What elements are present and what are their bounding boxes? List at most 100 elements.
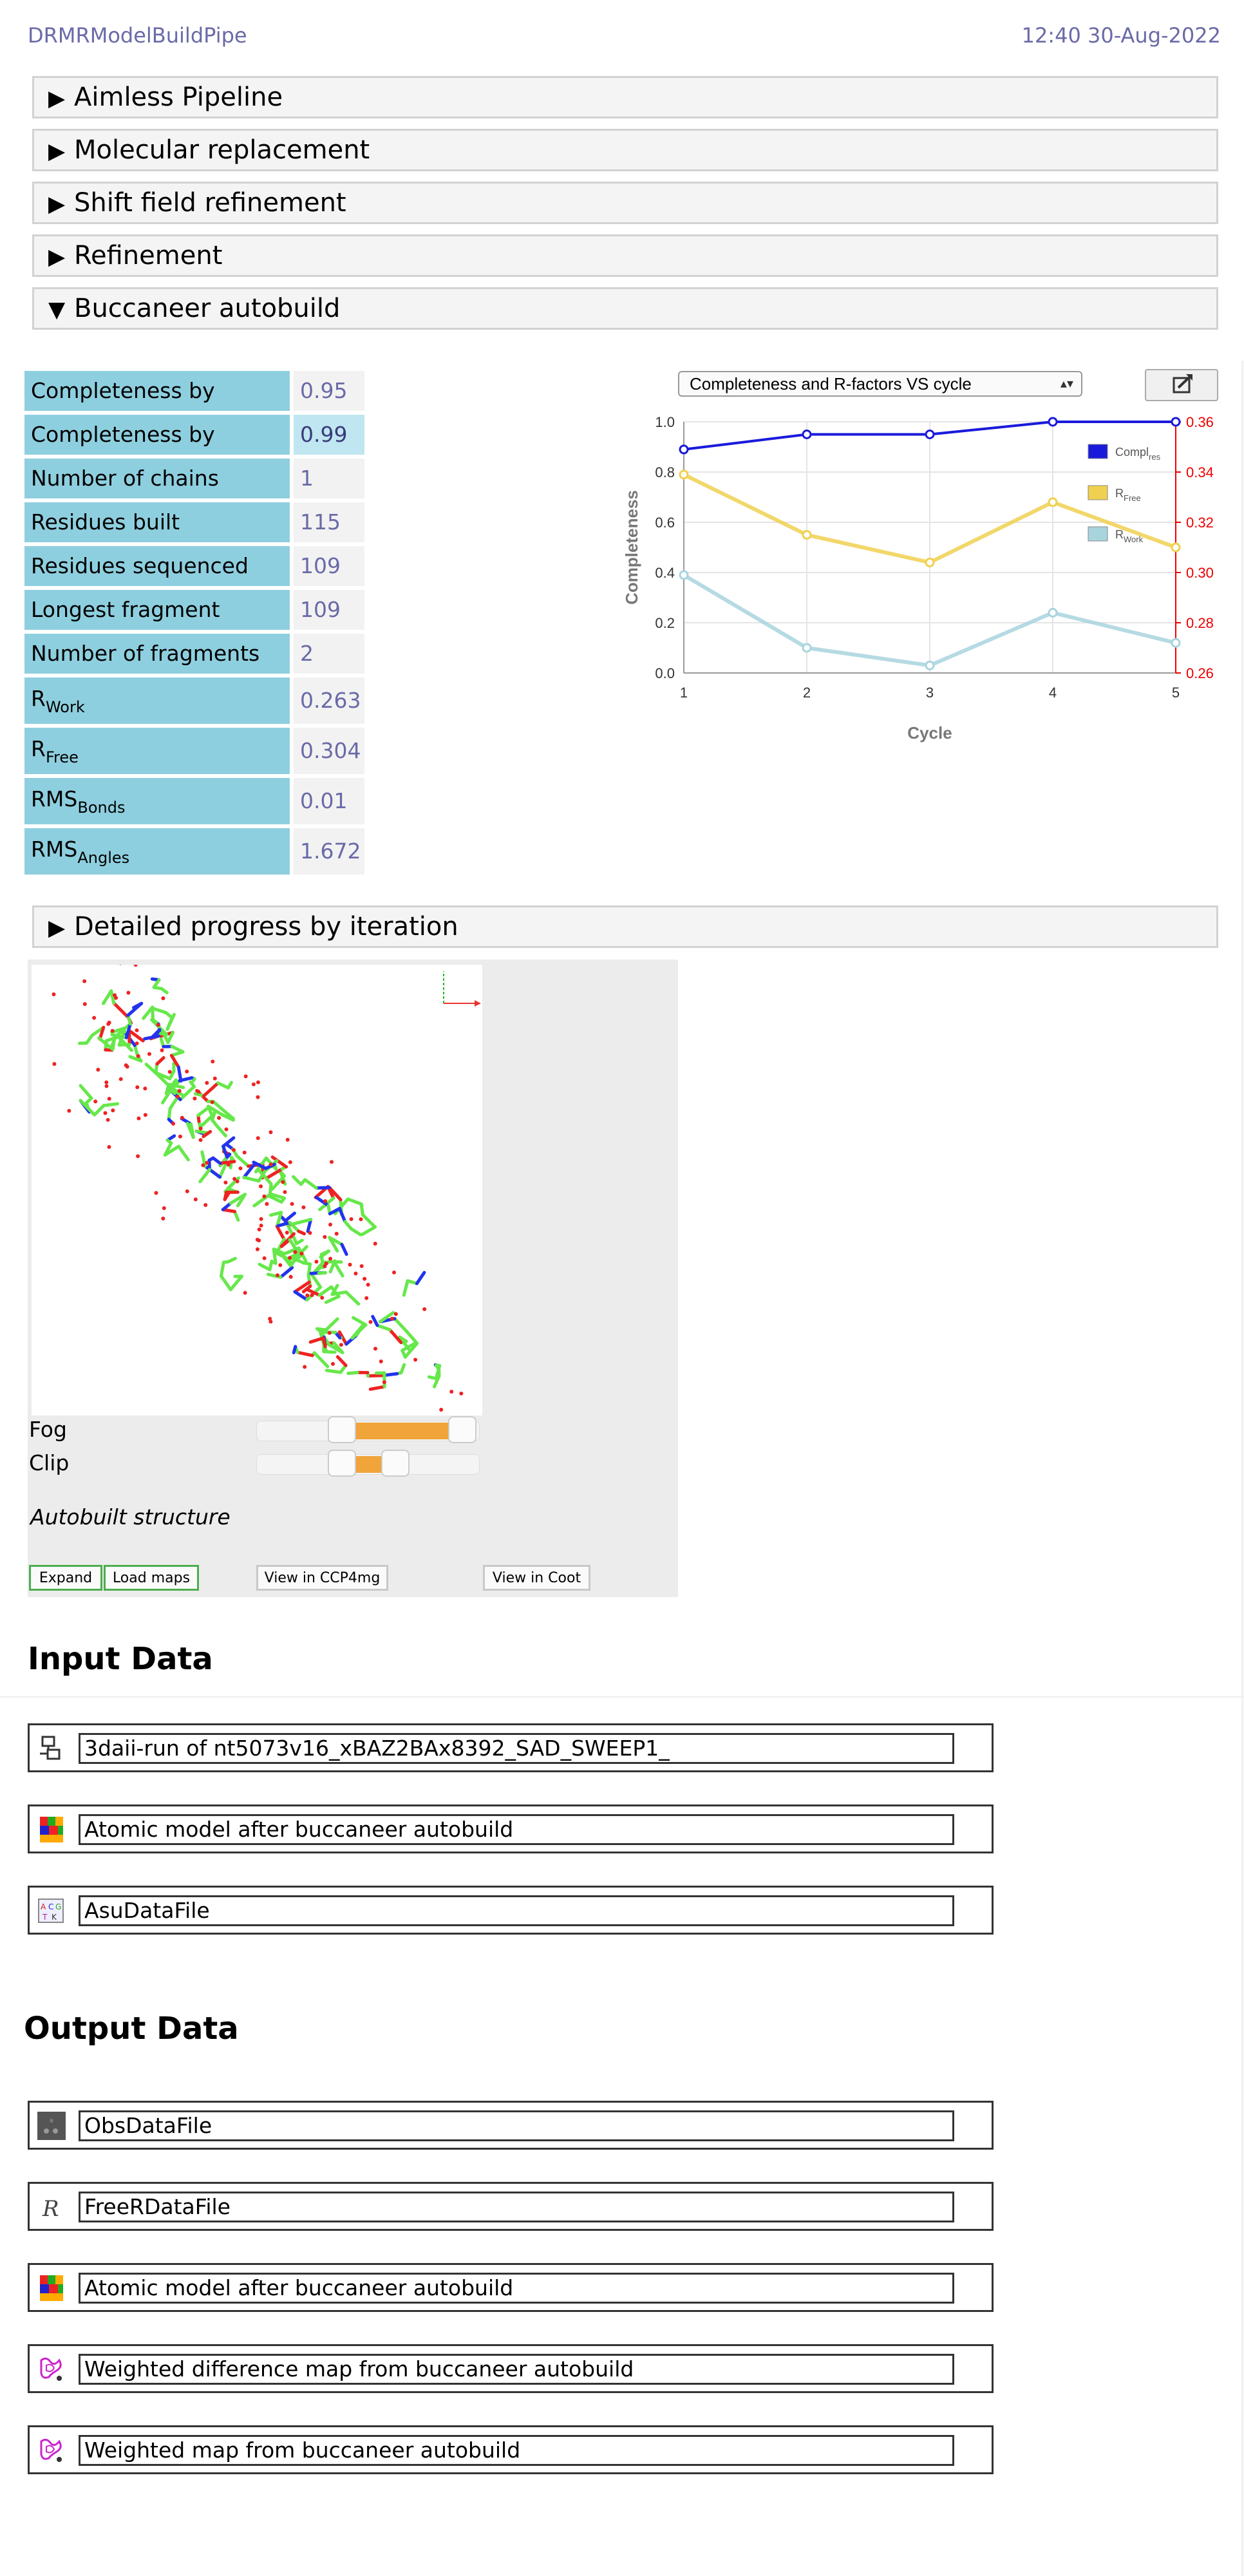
- data-point: [1048, 417, 1058, 427]
- input-data-item[interactable]: 3daii-run of nt5073v16_xBAZ2BAx8392_SAD_…: [28, 1723, 994, 1772]
- data-point: [679, 570, 689, 580]
- x-axis-label: Cycle: [907, 723, 952, 743]
- clip-slider-max-handle[interactable]: [381, 1450, 410, 1477]
- input-data-item[interactable]: Atomic model after buccaneer autobuild: [28, 1804, 994, 1853]
- molecular-structure-graphic: [52, 935, 481, 1412]
- output-data-label[interactable]: Weighted map from buccaneer autobuild: [79, 2435, 954, 2466]
- section-divider: [0, 1696, 1244, 1698]
- clip-slider[interactable]: [256, 1450, 480, 1477]
- chart-select-dropdown[interactable]: Completeness and R-factors VS cycle ▴▾: [678, 371, 1082, 397]
- stat-label: Longest fragment: [24, 590, 290, 630]
- popout-icon: [1173, 374, 1192, 393]
- data-point: [925, 557, 935, 567]
- stat-label: RMSBonds: [24, 778, 290, 824]
- output-data-label[interactable]: ObsDataFile: [79, 2110, 954, 2141]
- fog-label: Fog: [29, 1417, 67, 1442]
- map-icon: [40, 2438, 62, 2462]
- fold-detailed-progress[interactable]: ▶ Detailed progress by iteration: [32, 905, 1218, 948]
- y2-tick-label: 0.36: [1186, 414, 1214, 430]
- output-data-item[interactable]: Weighted map from buccaneer autobuild: [28, 2425, 994, 2474]
- fog-slider-min-handle[interactable]: [327, 1416, 356, 1443]
- stat-value: 0.99: [294, 415, 364, 455]
- output-data-label[interactable]: FreeRDataFile: [79, 2192, 954, 2222]
- svg-text:R: R: [42, 2196, 59, 2221]
- data-point: [1171, 542, 1181, 553]
- stat-value: 109: [294, 590, 364, 630]
- fold-buccaneer-autobuild[interactable]: ▼ Buccaneer autobuild: [32, 287, 1218, 330]
- y-tick-label: 0.8: [655, 464, 675, 480]
- data-point: [1171, 638, 1181, 648]
- stat-label: Number of fragments: [24, 634, 290, 674]
- x-tick-label: 3: [926, 685, 934, 701]
- stat-value: 0.01: [294, 778, 364, 824]
- x-tick-label: 2: [803, 685, 811, 701]
- input-data-title: Input Data: [28, 1641, 213, 1677]
- legend-label: RWork: [1115, 528, 1144, 544]
- input-data-label[interactable]: Atomic model after buccaneer autobuild: [79, 1814, 954, 1845]
- stat-label: Residues built: [24, 502, 290, 542]
- map-icon: [40, 2357, 62, 2381]
- fold-label: Buccaneer autobuild: [74, 294, 341, 323]
- output-data-item[interactable]: Weighted difference map from buccaneer a…: [28, 2344, 994, 2393]
- clip-label: Clip: [29, 1450, 70, 1475]
- expand-triangle-icon: ▶: [48, 86, 66, 111]
- fold-molecular-replacement[interactable]: ▶ Molecular replacement: [32, 129, 1218, 171]
- y-tick-label: 0.2: [655, 615, 675, 631]
- atomic-model-icon: [40, 1817, 63, 1842]
- fold-label: Refinement: [74, 241, 223, 270]
- atomic-model-icon: [40, 2275, 63, 2301]
- legend-label: RFree: [1115, 487, 1141, 503]
- clip-slider-min-handle[interactable]: [327, 1450, 356, 1477]
- data-point: [1048, 497, 1058, 507]
- stat-label: Completeness by chains: [24, 415, 290, 487]
- stat-value: 0.263: [294, 677, 364, 724]
- y2-tick-label: 0.34: [1186, 464, 1214, 480]
- output-data-label[interactable]: Atomic model after buccaneer autobuild: [79, 2273, 954, 2304]
- output-data-item[interactable]: R FreeRDataFile: [28, 2182, 994, 2231]
- y-tick-label: 0.6: [655, 515, 675, 531]
- page-edge-line: [1241, 361, 1243, 2576]
- x-tick-label: 5: [1172, 685, 1180, 701]
- fold-aimless-pipeline[interactable]: ▶ Aimless Pipeline: [32, 76, 1218, 118]
- timestamp: 12:40 30-Aug-2022: [1021, 23, 1221, 48]
- y-tick-label: 0.4: [655, 565, 675, 581]
- svg-text:K: K: [52, 1913, 57, 1922]
- stat-value: 109: [294, 546, 364, 586]
- stat-value: 1: [294, 459, 364, 498]
- fog-slider-max-handle[interactable]: [448, 1416, 477, 1443]
- view-in-ccp4mg-button[interactable]: View in CCP4mg: [256, 1565, 388, 1591]
- fold-label: Shift field refinement: [74, 188, 346, 218]
- obs-data-icon: [37, 2112, 66, 2140]
- fold-refinement[interactable]: ▶ Refinement: [32, 234, 1218, 277]
- load-maps-button[interactable]: Load maps: [104, 1565, 199, 1591]
- input-data-item[interactable]: A C G T K AsuDataFile: [28, 1886, 994, 1935]
- output-data-title: Output Data: [24, 2011, 239, 2047]
- data-point: [925, 430, 935, 439]
- output-data-label[interactable]: Weighted difference map from buccaneer a…: [79, 2354, 954, 2385]
- input-data-label[interactable]: 3daii-run of nt5073v16_xBAZ2BAx8392_SAD_…: [79, 1733, 954, 1764]
- fog-slider[interactable]: [256, 1416, 480, 1443]
- stat-value: 2: [294, 634, 364, 674]
- svg-text:C: C: [48, 1902, 53, 1911]
- stat-label: RMSAngles: [24, 828, 290, 875]
- fold-label: Molecular replacement: [74, 135, 370, 165]
- data-point: [925, 660, 935, 670]
- output-data-item[interactable]: ObsDataFile: [28, 2101, 994, 2150]
- molecule-viewer-panel: Fog Clip Autobuilt structure Expand Load…: [28, 935, 678, 1597]
- input-data-label[interactable]: AsuDataFile: [79, 1895, 954, 1926]
- legend-label: Complres: [1115, 446, 1161, 462]
- output-data-item[interactable]: Atomic model after buccaneer autobuild: [28, 2263, 994, 2312]
- expand-triangle-icon: ▶: [48, 191, 66, 217]
- molecule-viewer-canvas[interactable]: [32, 935, 482, 1416]
- fold-shift-field-refinement[interactable]: ▶ Shift field refinement: [32, 182, 1218, 224]
- dropdown-arrows-icon: ▴▾: [1060, 377, 1073, 391]
- view-in-coot-button[interactable]: View in Coot: [483, 1565, 590, 1591]
- completeness-rfactor-chart: 0.0 0.2 0.4 0.6 0.8 1.0 0.26 0.28 0.30 0.32 0.34 0.…: [622, 414, 1214, 743]
- popout-chart-button[interactable]: [1145, 369, 1218, 401]
- expand-button[interactable]: Expand: [29, 1565, 102, 1591]
- y2-tick-label: 0.32: [1186, 515, 1214, 531]
- fog-slider-range: [341, 1423, 463, 1439]
- data-point: [679, 444, 689, 455]
- expand-triangle-icon: ▶: [48, 915, 66, 941]
- data-point: [802, 430, 812, 439]
